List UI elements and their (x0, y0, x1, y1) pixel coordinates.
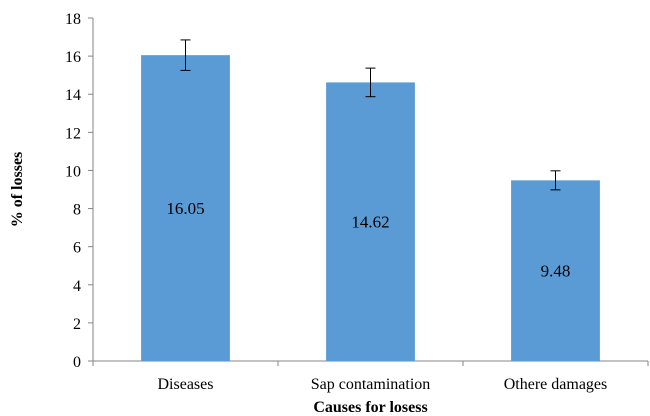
y-tick-label: 8 (73, 202, 81, 219)
bar (511, 180, 600, 361)
bar (141, 55, 230, 362)
x-tick-label: Sap contamination (311, 376, 431, 393)
y-tick-label: 18 (65, 11, 81, 28)
y-tick-label: 14 (65, 87, 81, 104)
y-tick-label: 16 (65, 49, 81, 66)
bar (326, 82, 415, 361)
y-tick-label: 6 (73, 240, 81, 257)
x-axis: Diseases Sap contamination Othere damages (92, 360, 649, 393)
y-tick-label: 10 (65, 163, 81, 180)
y-tick-label: 12 (65, 125, 81, 142)
y-tick-label: 2 (73, 316, 81, 333)
data-labels: 16.05 14.62 9.48 (166, 199, 570, 281)
y-axis: 0 2 4 6 8 10 12 14 16 18 (65, 11, 94, 371)
y-tick-label: 0 (73, 354, 81, 371)
y-tick-label: 4 (73, 278, 81, 295)
bars (141, 39, 600, 362)
y-axis-title: % of losses (9, 152, 26, 228)
x-axis-title: Causes for losess (313, 399, 427, 416)
data-label: 9.48 (541, 262, 571, 281)
data-label: 16.05 (166, 199, 204, 218)
data-label: 14.62 (351, 213, 389, 232)
x-tick-label: Othere damages (504, 376, 608, 393)
x-tick-label: Diseases (158, 376, 214, 393)
